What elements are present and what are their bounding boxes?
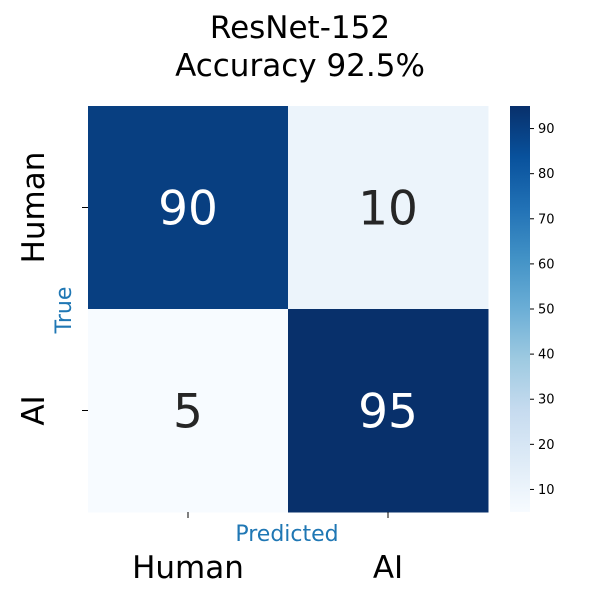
chart-title-line1: ResNet-152 — [209, 10, 391, 46]
cell-value-label: 95 — [358, 385, 418, 440]
colorbar-tick-label: 90 — [538, 122, 555, 137]
colorbar-tick-label: 10 — [538, 483, 555, 498]
colorbar-tick-label: 70 — [538, 212, 555, 227]
colorbar-tick-label: 80 — [538, 167, 555, 182]
colorbar-tick-label: 20 — [538, 438, 555, 453]
heatmap-cell — [288, 106, 489, 310]
colorbar-tick-label: 40 — [538, 348, 555, 363]
colorbar-tick-label: 50 — [538, 303, 555, 318]
colorbar-tick-label: 60 — [538, 257, 555, 272]
cell-value-label: 10 — [358, 182, 418, 237]
x-axis-title: Predicted — [235, 522, 338, 547]
cell-value-label: 5 — [173, 385, 203, 440]
colorbar-gradient — [510, 106, 530, 512]
heatmap-cell — [88, 309, 289, 513]
heatmap-cell — [88, 106, 289, 310]
x-tick-label: Human — [132, 550, 244, 586]
y-tick-label: Human — [16, 152, 52, 264]
cell-value-label: 90 — [158, 182, 218, 237]
y-tick-label: AI — [16, 395, 52, 425]
x-tick-label: AI — [373, 550, 403, 586]
heatmap-cell — [288, 309, 489, 513]
y-axis-title: True — [52, 287, 77, 335]
chart-title-line2: Accuracy 92.5% — [175, 48, 425, 84]
colorbar-tick-label: 30 — [538, 393, 555, 408]
